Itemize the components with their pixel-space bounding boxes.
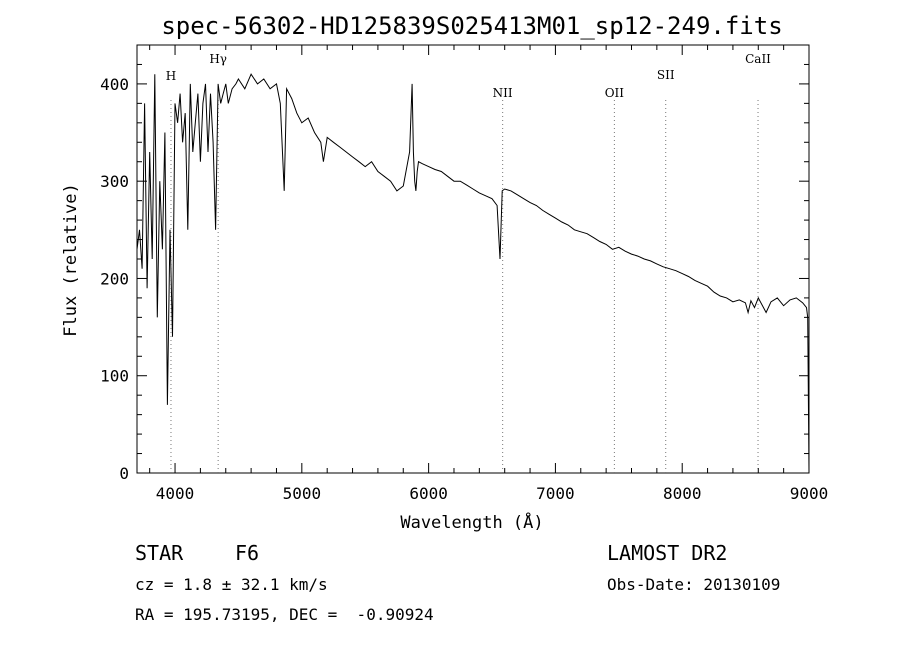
y-tick-label: 300 (100, 172, 129, 191)
y-tick-label: 400 (100, 75, 129, 94)
y-tick-label: 200 (100, 269, 129, 288)
x-axis-label: Wavelength (Å) (400, 511, 543, 533)
coordinates-info: RA = 195.73195, DEC = -0.90924 (135, 605, 434, 624)
spectral-line-markers: H Hγ NII OII SII CaII (166, 52, 771, 473)
redshift-info: cz = 1.8 ± 32.1 km/s (135, 575, 328, 594)
line-marker-label: H (166, 69, 176, 83)
line-marker-label: Hγ (209, 52, 227, 66)
y-tick-label: 0 (119, 464, 129, 483)
x-tick-label: 6000 (409, 484, 448, 503)
x-tick-label: 8000 (663, 484, 702, 503)
chart-title: spec-56302-HD125839S025413M01_sp12-249.f… (161, 12, 782, 40)
survey-name: LAMOST DR2 (607, 541, 728, 565)
x-tick-label: 5000 (283, 484, 322, 503)
y-tick-label: 100 (100, 367, 129, 386)
y-axis-label: Flux (relative) (61, 183, 81, 337)
line-marker-label: OII (605, 86, 625, 100)
x-tick-label: 9000 (790, 484, 829, 503)
object-type: STAR (135, 541, 184, 565)
spectrum-line (136, 73, 810, 474)
obs-date: Obs-Date: 20130109 (607, 575, 781, 594)
x-tick-label: 7000 (536, 484, 575, 503)
x-axis: 4000 5000 6000 7000 8000 9000 (149, 45, 829, 503)
x-tick-label: 4000 (156, 484, 195, 503)
line-marker-label: SII (657, 68, 675, 82)
line-marker-label: CaII (745, 52, 771, 66)
plot-frame (136, 44, 810, 474)
line-marker-label: NII (493, 86, 513, 100)
spectral-subclass: F6 (235, 541, 260, 565)
y-axis: 0 100 200 300 400 (100, 63, 809, 483)
